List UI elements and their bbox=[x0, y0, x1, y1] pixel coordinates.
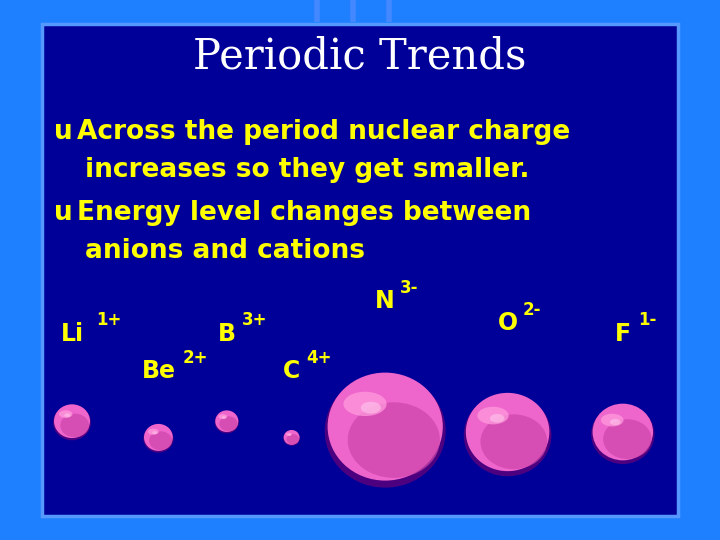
Ellipse shape bbox=[148, 429, 158, 435]
Ellipse shape bbox=[288, 434, 291, 436]
Ellipse shape bbox=[144, 424, 173, 451]
Ellipse shape bbox=[610, 419, 621, 425]
Text: O: O bbox=[498, 311, 518, 335]
Text: Li: Li bbox=[60, 322, 84, 346]
Text: u: u bbox=[54, 200, 73, 226]
Ellipse shape bbox=[361, 402, 381, 414]
Ellipse shape bbox=[286, 433, 292, 436]
Text: anions and cations: anions and cations bbox=[85, 238, 365, 264]
Ellipse shape bbox=[591, 404, 654, 464]
Text: Be: Be bbox=[141, 360, 176, 383]
Ellipse shape bbox=[215, 411, 239, 434]
Ellipse shape bbox=[60, 414, 89, 437]
Text: 1-: 1- bbox=[638, 312, 657, 329]
Text: F: F bbox=[615, 322, 631, 346]
Text: N: N bbox=[375, 289, 395, 313]
Ellipse shape bbox=[464, 394, 552, 476]
Ellipse shape bbox=[59, 410, 73, 418]
Ellipse shape bbox=[348, 402, 440, 478]
Ellipse shape bbox=[480, 414, 547, 469]
Ellipse shape bbox=[477, 407, 508, 424]
Ellipse shape bbox=[328, 373, 443, 481]
Ellipse shape bbox=[222, 416, 226, 419]
Text: Periodic Trends: Periodic Trends bbox=[193, 36, 527, 78]
Ellipse shape bbox=[220, 416, 238, 431]
Text: Energy level changes between: Energy level changes between bbox=[77, 200, 531, 226]
Ellipse shape bbox=[466, 393, 549, 471]
Ellipse shape bbox=[343, 392, 387, 416]
Text: 3+: 3+ bbox=[242, 312, 267, 329]
Ellipse shape bbox=[218, 414, 227, 419]
Text: B: B bbox=[218, 322, 236, 346]
Text: 4+: 4+ bbox=[307, 349, 332, 367]
Text: 3-: 3- bbox=[400, 279, 419, 297]
Ellipse shape bbox=[149, 431, 172, 450]
Ellipse shape bbox=[287, 434, 299, 444]
Ellipse shape bbox=[215, 410, 238, 432]
Ellipse shape bbox=[283, 430, 300, 446]
Ellipse shape bbox=[64, 414, 71, 417]
Text: 1+: 1+ bbox=[96, 312, 122, 329]
Ellipse shape bbox=[603, 419, 652, 459]
Text: 2+: 2+ bbox=[183, 349, 208, 367]
Ellipse shape bbox=[284, 430, 300, 445]
Ellipse shape bbox=[53, 405, 91, 440]
Text: increases so they get smaller.: increases so they get smaller. bbox=[85, 157, 529, 183]
Ellipse shape bbox=[54, 404, 90, 438]
Text: 2-: 2- bbox=[523, 301, 541, 319]
Ellipse shape bbox=[601, 414, 624, 427]
Ellipse shape bbox=[593, 403, 653, 460]
Text: C: C bbox=[283, 360, 300, 383]
Text: u: u bbox=[54, 119, 73, 145]
Ellipse shape bbox=[143, 424, 174, 453]
Ellipse shape bbox=[325, 374, 446, 488]
Ellipse shape bbox=[490, 414, 505, 423]
Ellipse shape bbox=[153, 431, 158, 434]
Text: Across the period nuclear charge: Across the period nuclear charge bbox=[77, 119, 570, 145]
